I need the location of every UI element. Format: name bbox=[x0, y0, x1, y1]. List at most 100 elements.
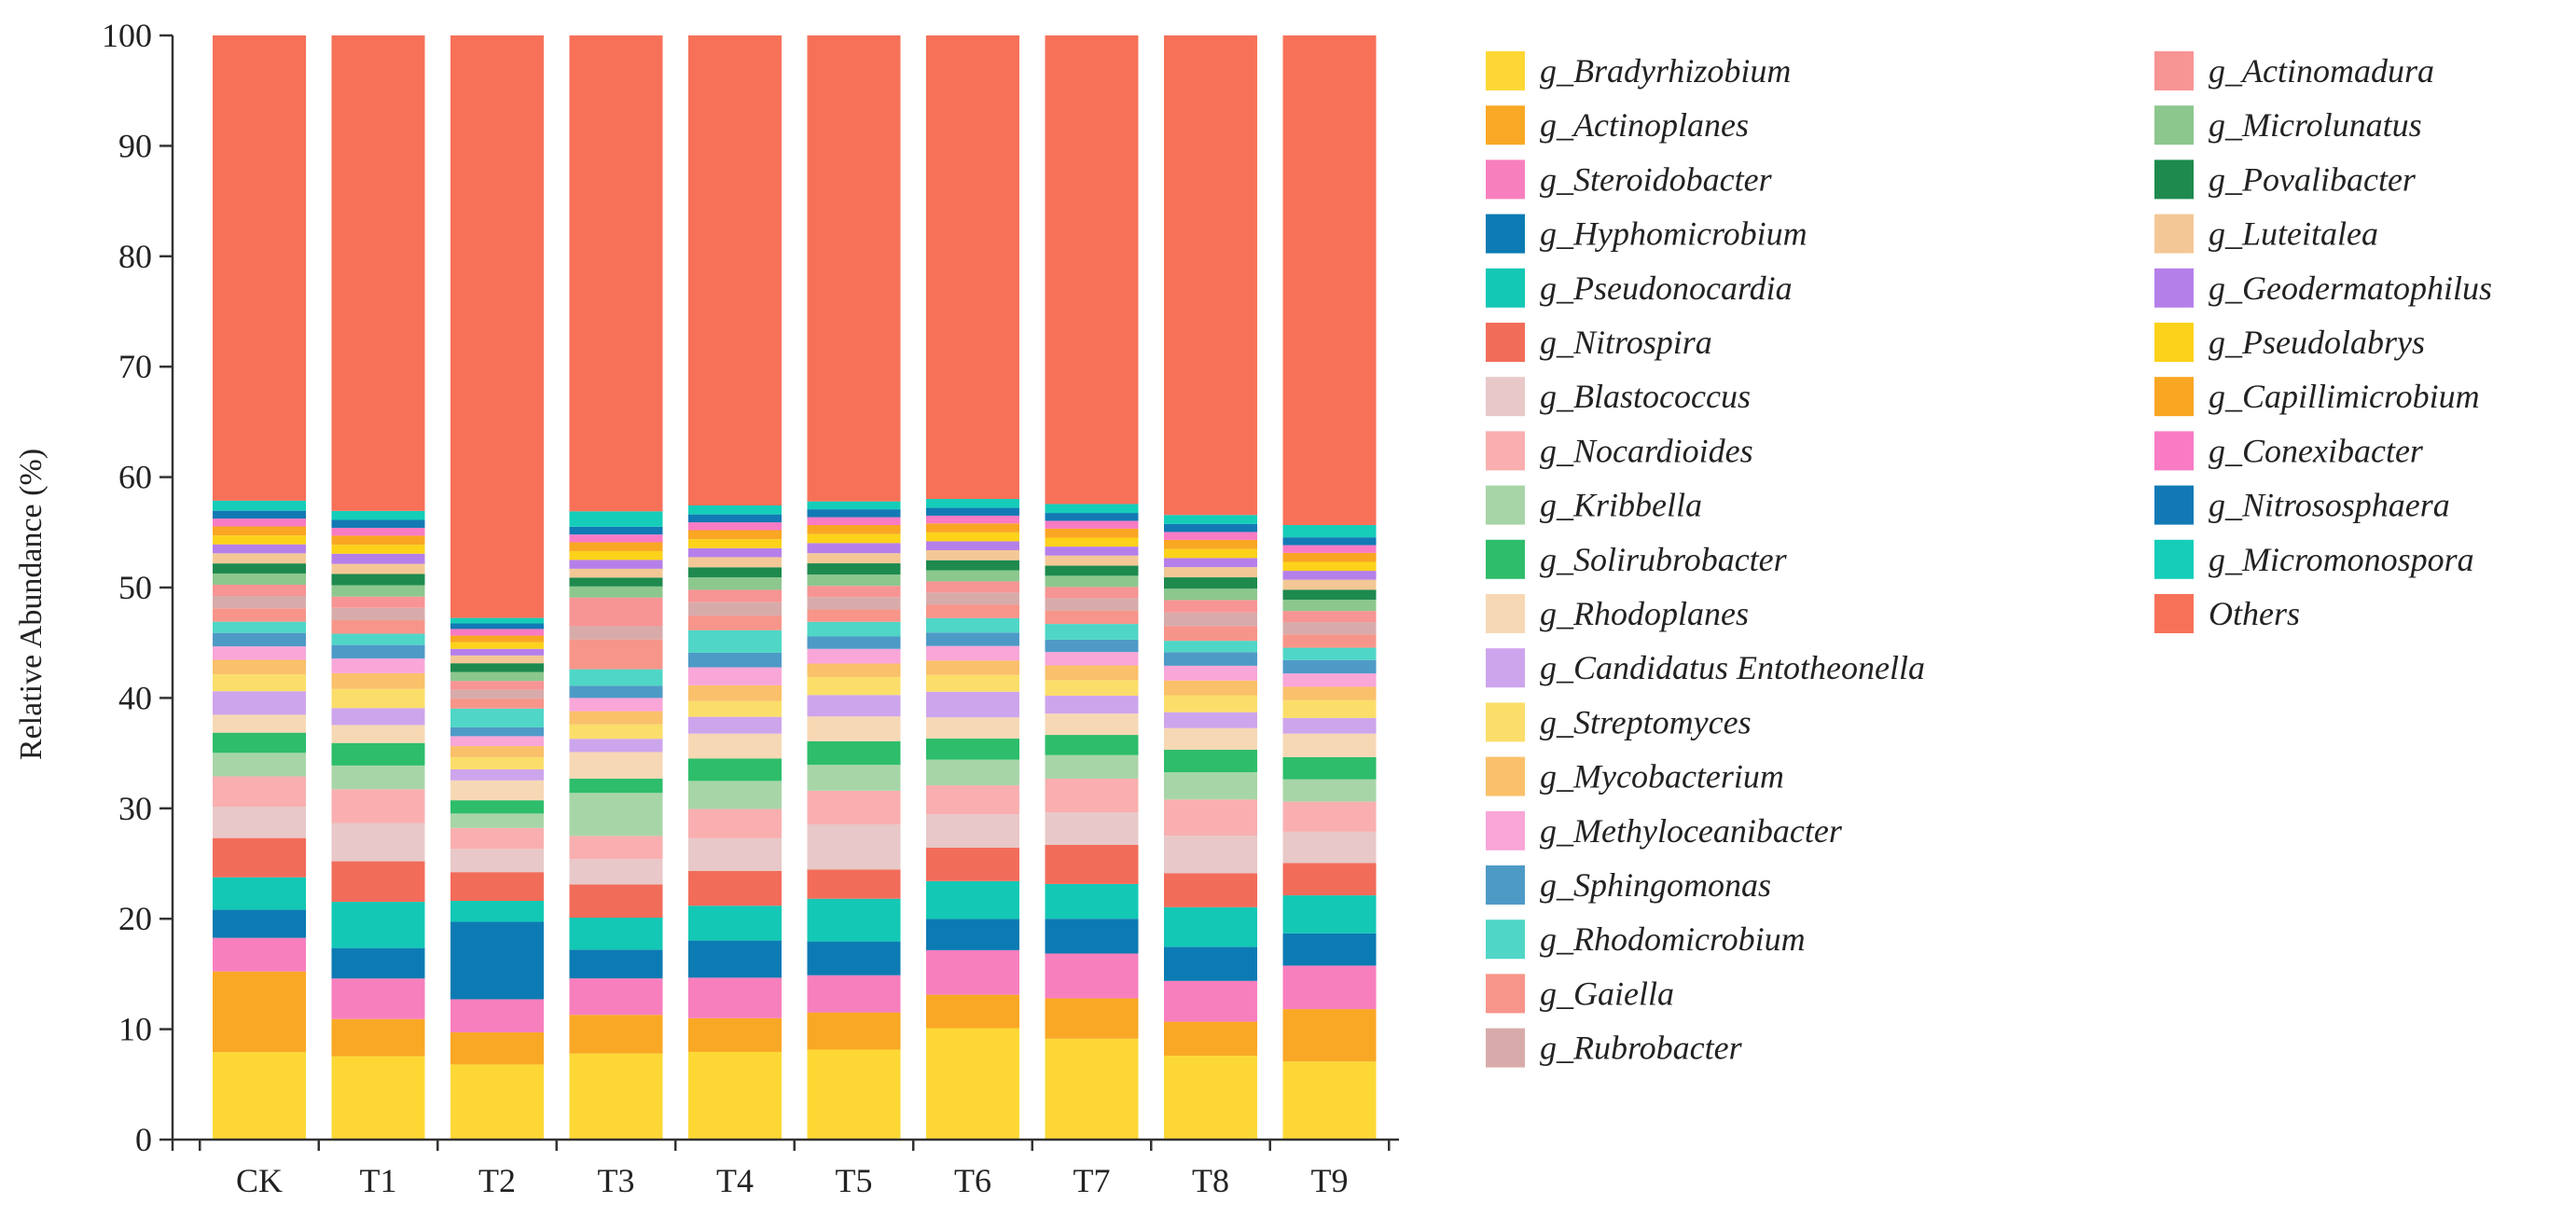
bar-segment bbox=[807, 553, 901, 564]
bar-segment bbox=[569, 918, 663, 950]
bar-segment bbox=[688, 733, 782, 759]
bar-segment bbox=[1164, 600, 1257, 613]
bar-segment bbox=[331, 527, 425, 536]
bar-segment bbox=[331, 708, 425, 726]
bar-segment bbox=[1164, 749, 1257, 773]
bar-segment bbox=[213, 714, 306, 733]
bar-segment bbox=[807, 898, 901, 942]
bar-segment bbox=[807, 1012, 901, 1050]
bar-segment bbox=[331, 545, 425, 554]
bar-segment bbox=[807, 621, 901, 637]
bar-segment bbox=[688, 781, 782, 809]
bar-segment bbox=[1282, 801, 1377, 832]
bar-segment bbox=[807, 716, 901, 741]
bar-segment bbox=[1282, 35, 1377, 526]
bar-segment bbox=[331, 947, 425, 979]
bar-segment bbox=[807, 663, 901, 677]
bar-segment bbox=[688, 514, 782, 523]
legend-label: g_Geodermatophilus bbox=[2209, 270, 2492, 307]
legend-swatch bbox=[2154, 377, 2194, 417]
bar-segment bbox=[213, 500, 306, 511]
legend-item: g_Micromonospora bbox=[2154, 539, 2474, 579]
y-tick-label: 80 bbox=[118, 238, 152, 275]
bar-segment bbox=[926, 532, 1019, 542]
bar-segment bbox=[213, 806, 306, 838]
legend-label: g_Bradyrhizobium bbox=[1540, 52, 1791, 90]
bar-segment bbox=[926, 499, 1019, 508]
bar-segment bbox=[688, 809, 782, 838]
legend-item: g_Geodermatophilus bbox=[2154, 268, 2492, 308]
legend-label: g_Sphingomonas bbox=[1540, 866, 1771, 904]
bar-segment bbox=[1045, 555, 1139, 566]
bar-segment bbox=[450, 642, 544, 649]
bar-segment bbox=[1164, 799, 1257, 837]
bar-segment bbox=[331, 620, 425, 634]
bar-segment bbox=[450, 35, 544, 618]
bar-segment bbox=[688, 758, 782, 781]
bar-segment bbox=[450, 629, 544, 636]
bar-segment bbox=[807, 1049, 901, 1140]
bar-segment bbox=[688, 977, 782, 1018]
bar-segment bbox=[1164, 947, 1257, 981]
bar-segment bbox=[213, 632, 306, 647]
bar-segment bbox=[1282, 779, 1377, 802]
legend-item: g_Blastococcus bbox=[1486, 377, 1751, 417]
legend-swatch bbox=[1486, 648, 1525, 688]
bar-segment bbox=[926, 617, 1019, 633]
bar-segment bbox=[688, 837, 782, 871]
bar-segment bbox=[569, 586, 663, 598]
bar-segment bbox=[807, 517, 901, 526]
bar-segment bbox=[1164, 680, 1257, 696]
bar-segment bbox=[213, 519, 306, 527]
bar-segment bbox=[1282, 537, 1377, 546]
bar-segment bbox=[688, 35, 782, 505]
bar-segment bbox=[569, 669, 663, 686]
bar-segment bbox=[1282, 525, 1377, 538]
legend-item: g_Nitrospira bbox=[1486, 323, 1712, 362]
bar-segment bbox=[807, 740, 901, 766]
bar-segment bbox=[213, 544, 306, 554]
bar-segment bbox=[1282, 831, 1377, 864]
bar-segment bbox=[569, 35, 663, 512]
bar-segment bbox=[213, 753, 306, 777]
legend-label: g_Conexibacter bbox=[2209, 432, 2424, 469]
legend-swatch bbox=[1486, 159, 1525, 200]
bar-segment bbox=[807, 586, 901, 598]
bar-segment bbox=[1164, 1056, 1257, 1140]
legend-swatch bbox=[1486, 594, 1525, 633]
legend-label: g_Rhodoplanes bbox=[1540, 595, 1749, 632]
legend-item: g_Nitrososphaera bbox=[2154, 485, 2450, 525]
bar-segment bbox=[1164, 515, 1257, 524]
bar-segment bbox=[213, 35, 306, 501]
legend-item: g_Capillimicrobium bbox=[2154, 377, 2480, 417]
bar-segment bbox=[569, 534, 663, 543]
legend-item: g_Nocardioides bbox=[1486, 431, 1753, 471]
legend-swatch bbox=[1486, 974, 1525, 1014]
bar-segment bbox=[688, 567, 782, 578]
bar-segment bbox=[331, 823, 425, 862]
bar-segment bbox=[926, 592, 1019, 605]
legend-label: g_Hyphomicrobium bbox=[1540, 215, 1807, 253]
bar-segment bbox=[1164, 539, 1257, 549]
legend-label: g_Luteitalea bbox=[2209, 215, 2378, 253]
bar-segment bbox=[213, 563, 306, 574]
bar-segment bbox=[569, 560, 663, 569]
bar-segment bbox=[213, 776, 306, 807]
bar-segment bbox=[331, 633, 425, 645]
legend-label: g_Pseudolabrys bbox=[2209, 324, 2425, 361]
bar-segment bbox=[213, 1052, 306, 1140]
bar-segment bbox=[1045, 652, 1139, 666]
x-tick-label: CK bbox=[236, 1162, 283, 1199]
bar-segment bbox=[1282, 571, 1377, 580]
legend-swatch bbox=[1486, 920, 1525, 960]
bar-segment bbox=[213, 837, 306, 878]
bar-segment bbox=[331, 789, 425, 823]
x-tick-label: T8 bbox=[1192, 1162, 1229, 1199]
bar-segment bbox=[688, 652, 782, 668]
bar-segment bbox=[1282, 659, 1377, 674]
bar-segment bbox=[450, 768, 544, 781]
bar-segment bbox=[688, 667, 782, 685]
bar-segment bbox=[1045, 504, 1139, 514]
bar-segment bbox=[807, 824, 901, 870]
bar-segment bbox=[213, 621, 306, 633]
